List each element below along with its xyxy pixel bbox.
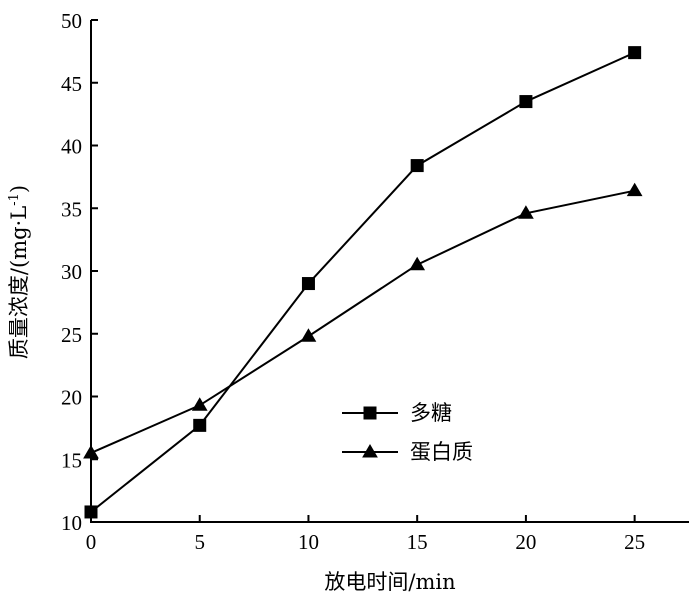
x-tick-label: 5 <box>194 530 205 554</box>
x-tick-label: 10 <box>298 530 319 554</box>
data-point-triangle <box>83 444 99 459</box>
y-axis-title-main: 质量浓度/(mg·L <box>7 206 31 359</box>
legend-square-marker <box>363 406 377 420</box>
data-point-square <box>301 277 315 291</box>
data-point-triangle <box>518 205 534 219</box>
x-tick-label: 0 <box>86 530 97 554</box>
y-tick-label: 35 <box>61 197 82 221</box>
y-tick-label: 20 <box>61 386 82 410</box>
data-point-square <box>193 418 207 432</box>
x-tick-label: 15 <box>407 530 428 554</box>
x-axis-title: 放电时间/min <box>324 570 455 594</box>
series-line-protein <box>90 189 635 454</box>
legend-item-polysaccharide: 多糖 <box>342 401 452 425</box>
x-tick-label: 25 <box>624 530 645 554</box>
y-tick-label: 15 <box>61 448 82 472</box>
data-point-square <box>519 95 533 109</box>
y-tick-label: 50 <box>61 9 82 33</box>
y-tick-label: 10 <box>61 511 82 535</box>
x-axis: 0 5 10 15 20 25 <box>86 515 645 554</box>
y-axis-title: 质量浓度/(mg·L-1) <box>7 185 31 359</box>
plot-area <box>90 20 689 523</box>
y-tick-label: 45 <box>61 72 82 96</box>
y-tick-label: 40 <box>61 135 82 159</box>
legend-label-polysaccharide: 多糖 <box>410 401 452 425</box>
y-axis: 10 15 20 25 30 35 40 45 50 <box>61 9 98 535</box>
legend-label-protein: 蛋白质 <box>410 440 473 464</box>
axes-frame <box>90 20 689 523</box>
legend-triangle-marker <box>362 444 378 458</box>
data-point-square <box>410 159 424 173</box>
data-point-square <box>628 46 642 60</box>
y-axis-title-superscript: -1 <box>7 193 22 206</box>
legend-item-protein: 蛋白质 <box>342 440 473 464</box>
x-tick-label: 20 <box>515 530 536 554</box>
data-point-square <box>84 505 98 519</box>
data-point-triangle <box>300 328 317 342</box>
legend: 多糖 蛋白质 <box>342 401 473 464</box>
y-tick-label: 30 <box>61 260 82 284</box>
data-point-triangle <box>191 397 208 411</box>
y-axis-title-close: ) <box>7 185 31 193</box>
y-tick-label: 25 <box>61 323 82 347</box>
data-point-triangle <box>626 182 643 197</box>
series-line-polysaccharide <box>90 51 636 513</box>
data-point-triangle <box>409 256 426 271</box>
series-layer <box>83 46 643 519</box>
